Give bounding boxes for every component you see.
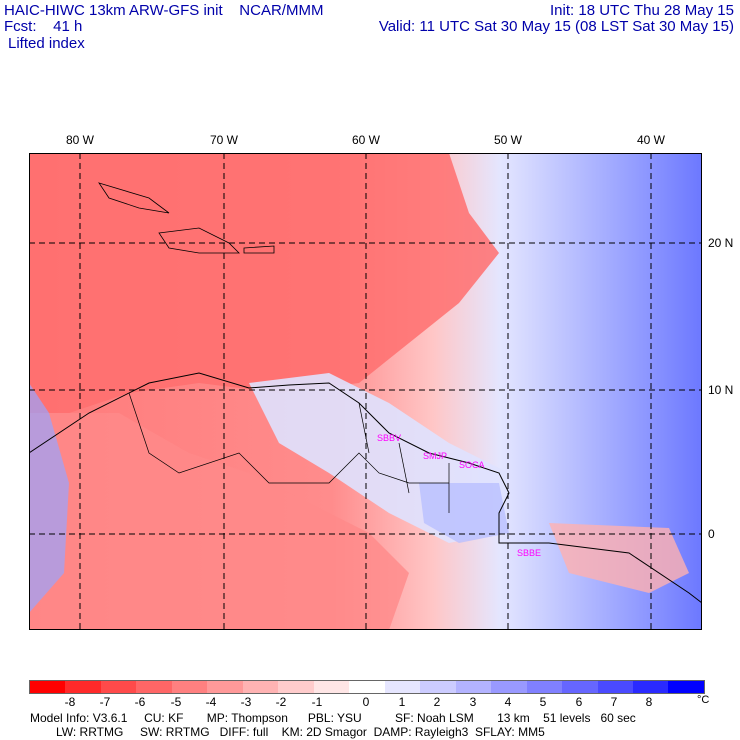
colorbar-tick: -7 [99, 695, 111, 709]
southeast-red-patch [549, 523, 689, 593]
colorbar-swatch-0 [30, 681, 66, 693]
colorbar-swatch-13 [491, 681, 527, 693]
colorbar-tick: 2 [433, 695, 441, 709]
colorbar-swatch-18 [668, 681, 704, 693]
colorbar-swatch-5 [207, 681, 243, 693]
lon-label-80w: 80 W [65, 133, 95, 147]
country-border-2 [358, 402, 450, 513]
colorbar-swatch-1 [65, 681, 101, 693]
caribbean-unstable-region [29, 153, 499, 413]
colorbar-swatch-11 [420, 681, 456, 693]
coastline [29, 372, 702, 604]
colorbar-tick: 6 [575, 695, 583, 709]
lifted-index-map: SBBV SMJP SOCA SBBE [29, 153, 702, 630]
colorbar-unit: °C [697, 694, 710, 706]
colorbar-tick: 8 [645, 695, 653, 709]
colorbar-swatch-9 [349, 681, 385, 693]
colorbar-tick: -1 [311, 695, 323, 709]
colorbar-tick: -3 [240, 695, 252, 709]
colorbar-tick: -2 [275, 695, 287, 709]
colorbar-tick: 5 [539, 695, 547, 709]
valid-time: Valid: 11 UTC Sat 30 May 15 (08 LST Sat … [378, 18, 734, 35]
colorbar-swatch-7 [278, 681, 314, 693]
south-pale-patch [419, 483, 509, 543]
station-label-smjp: SMJP [423, 451, 447, 461]
colorbar-tick: 0 [362, 695, 370, 709]
lon-label-40w: 40 W [636, 133, 666, 147]
colorbar-swatch-16 [597, 681, 633, 693]
colorbar-tick: -6 [134, 695, 146, 709]
colorbar-swatch-17 [632, 681, 669, 693]
colorbar-tick: 4 [504, 695, 512, 709]
init-time: Init: 18 UTC Thu 28 May 15 [550, 2, 734, 19]
west-blue-patch [29, 383, 69, 613]
colorbar-swatch-8 [313, 681, 350, 693]
colorbar-swatch-4 [171, 681, 208, 693]
colorbar-tick: -8 [64, 695, 76, 709]
island-hispaniola [158, 227, 240, 254]
colorbar-tick: 1 [398, 695, 406, 709]
station-label-soca: SOCA [459, 460, 485, 470]
model-info-line1: Model Info: V3.6.1 CU: KF MP: Thompson P… [30, 711, 636, 725]
colorbar-swatch-3 [136, 681, 172, 693]
colorbar-swatch-12 [455, 681, 492, 693]
lon-label-70w: 70 W [209, 133, 239, 147]
lat-label-20n: 20 N [708, 236, 734, 250]
colorbar-tick: 7 [610, 695, 618, 709]
colorbar-tick: 3 [469, 695, 477, 709]
station-label-sbbv: SBBV [377, 433, 401, 443]
colorbar-swatch-14 [526, 681, 563, 693]
title-line: HAIC-HIWC 13km ARW-GFS init NCAR/MMM [4, 2, 324, 19]
colorbar-swatch-2 [100, 681, 137, 693]
station-label-sbbe: SBBE [517, 548, 541, 558]
island-puerto-rico [243, 245, 275, 254]
colorbar-swatch-15 [562, 681, 598, 693]
graticule [29, 153, 702, 630]
field-name: Lifted index [8, 35, 85, 52]
amazon-unstable-region [29, 413, 409, 630]
colorbar-swatch-10 [384, 681, 421, 693]
lat-label-10n: 10 N [708, 383, 734, 397]
lon-label-60w: 60 W [351, 133, 381, 147]
model-info-line2: LW: RRTMG SW: RRTMG DIFF: full KM: 2D Sm… [56, 725, 545, 739]
colorbar [29, 680, 705, 694]
forecast-hour: Fcst: 41 h [4, 18, 83, 35]
country-border-1 [128, 392, 449, 484]
colorbar-swatch-6 [242, 681, 279, 693]
map-frame [29, 153, 702, 630]
colorbar-tick: -4 [205, 695, 217, 709]
colorbar-tick: -5 [170, 695, 182, 709]
lat-label-0: 0 [708, 527, 715, 541]
island-cuba [98, 182, 170, 214]
lon-label-50w: 50 W [493, 133, 523, 147]
